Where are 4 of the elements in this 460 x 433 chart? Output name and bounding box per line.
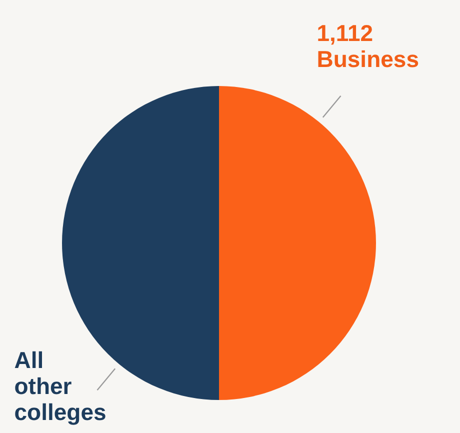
pie-slice [219,86,376,400]
slice-label: Business [316,46,420,72]
slice-label: All other colleges [14,347,106,426]
data-label: 1,112 [316,20,374,46]
